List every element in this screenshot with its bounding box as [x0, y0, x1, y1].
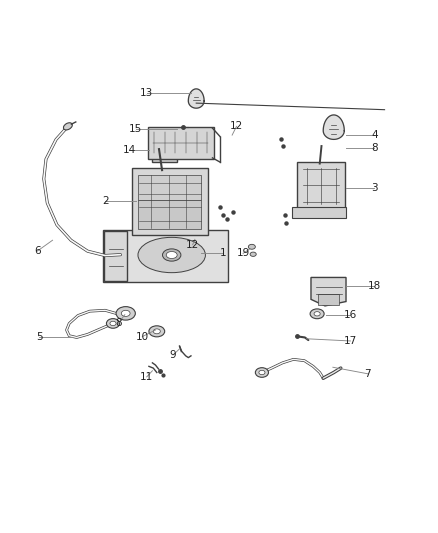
Polygon shape — [188, 89, 204, 108]
FancyBboxPatch shape — [138, 200, 201, 229]
Text: 18: 18 — [368, 281, 381, 291]
Text: 11: 11 — [140, 372, 153, 382]
Polygon shape — [311, 278, 346, 306]
FancyBboxPatch shape — [103, 230, 228, 282]
Text: 9: 9 — [170, 350, 177, 360]
Text: 3: 3 — [371, 183, 378, 192]
Text: 2: 2 — [102, 196, 109, 206]
Text: 6: 6 — [34, 246, 41, 256]
Text: 13: 13 — [140, 88, 153, 99]
Text: 8: 8 — [371, 143, 378, 154]
Text: 7: 7 — [364, 369, 371, 379]
Ellipse shape — [162, 249, 181, 261]
Text: 16: 16 — [344, 310, 357, 320]
Text: 12: 12 — [230, 122, 243, 131]
Ellipse shape — [250, 252, 256, 256]
Ellipse shape — [153, 329, 160, 334]
Ellipse shape — [116, 306, 135, 320]
FancyBboxPatch shape — [104, 231, 127, 280]
Ellipse shape — [248, 244, 255, 249]
Polygon shape — [323, 115, 344, 140]
Ellipse shape — [149, 326, 165, 337]
FancyBboxPatch shape — [318, 294, 339, 305]
Ellipse shape — [310, 309, 324, 319]
FancyBboxPatch shape — [132, 168, 208, 236]
Text: 10: 10 — [136, 332, 149, 342]
FancyBboxPatch shape — [297, 162, 345, 211]
Ellipse shape — [110, 321, 116, 326]
Ellipse shape — [166, 252, 177, 259]
Text: 4: 4 — [371, 130, 378, 140]
Text: 17: 17 — [344, 336, 357, 346]
Text: 14: 14 — [123, 145, 136, 155]
Text: 19: 19 — [237, 248, 250, 259]
Ellipse shape — [314, 312, 320, 316]
Text: 12: 12 — [186, 240, 199, 249]
Ellipse shape — [64, 123, 72, 130]
Text: 8: 8 — [115, 318, 122, 328]
Ellipse shape — [106, 319, 120, 328]
FancyBboxPatch shape — [152, 157, 177, 162]
Ellipse shape — [255, 368, 268, 377]
Text: 1: 1 — [220, 248, 227, 259]
Ellipse shape — [259, 370, 265, 375]
Ellipse shape — [138, 237, 205, 273]
Text: 5: 5 — [36, 332, 43, 342]
FancyBboxPatch shape — [292, 207, 346, 219]
FancyBboxPatch shape — [138, 174, 201, 200]
FancyBboxPatch shape — [148, 127, 214, 159]
Text: 15: 15 — [129, 124, 142, 134]
Ellipse shape — [121, 310, 130, 317]
